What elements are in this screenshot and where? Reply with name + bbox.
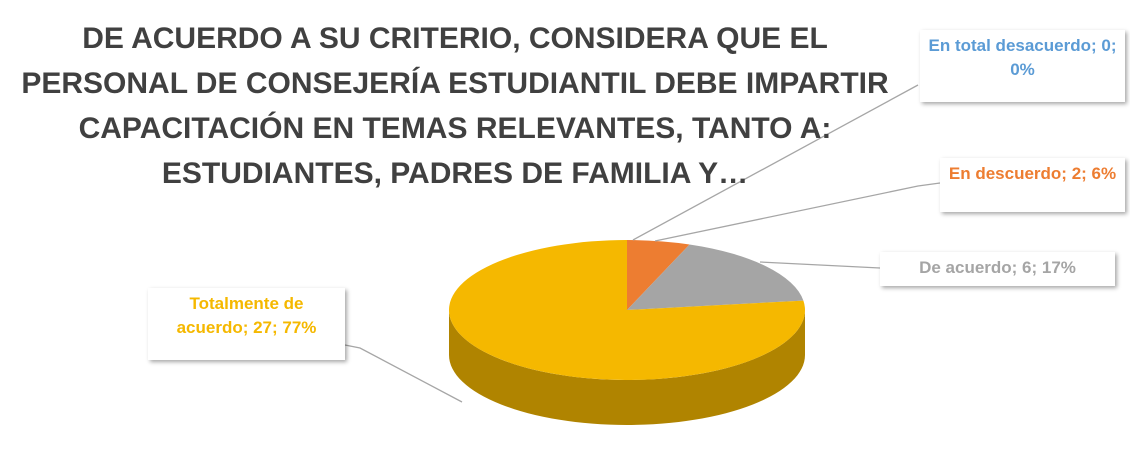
pie-side bbox=[449, 310, 805, 425]
data-label: En descuerdo; 2; 6% bbox=[940, 158, 1125, 212]
data-label: En total desacuerdo; 0; 0% bbox=[920, 30, 1125, 102]
pie-slice bbox=[449, 240, 805, 381]
data-label: De acuerdo; 6; 17% bbox=[880, 252, 1115, 286]
leader-line bbox=[632, 84, 919, 241]
leader-line bbox=[654, 182, 941, 242]
chart-title: DE ACUERDO A SU CRITERIO, CONSIDERA QUE … bbox=[21, 22, 889, 190]
data-label: Totalmente de acuerdo; 27; 77% bbox=[148, 288, 345, 360]
pie-slice bbox=[627, 240, 690, 310]
pie-slice bbox=[627, 244, 804, 310]
leader-line bbox=[344, 344, 463, 403]
leader-line bbox=[759, 261, 881, 269]
